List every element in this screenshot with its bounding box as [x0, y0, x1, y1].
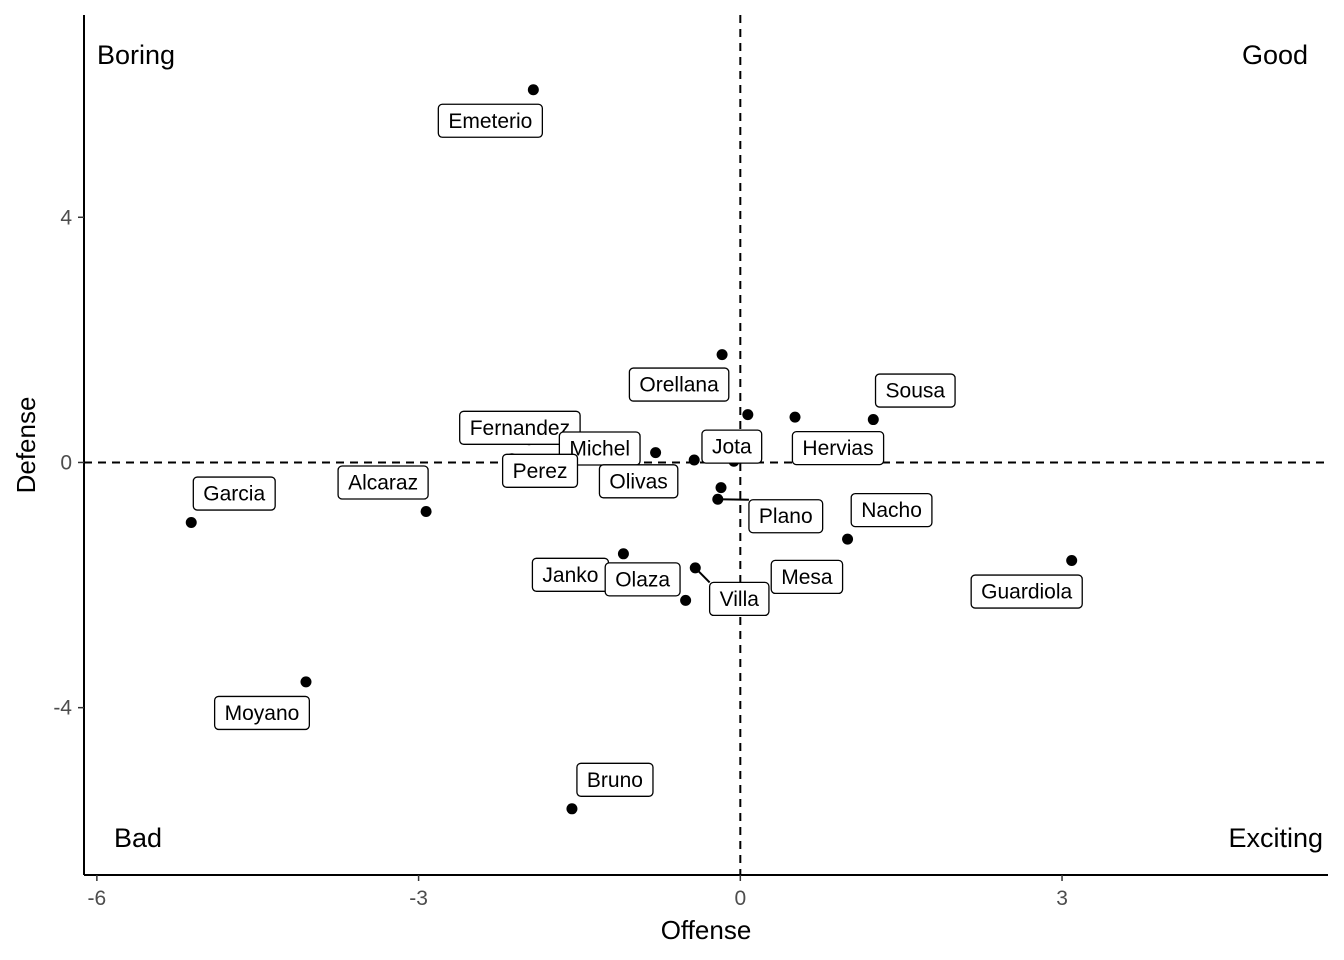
data-point-unlabeled: [688, 454, 700, 466]
point-label-box: [701, 429, 763, 464]
point-label-text: Michel: [569, 438, 630, 461]
data-point-alcaraz: [420, 506, 432, 518]
point-label-box: [459, 410, 581, 445]
point-label-text: Villa: [720, 588, 760, 611]
point-label-text: Plano: [759, 505, 813, 528]
data-point-janko: [617, 548, 629, 560]
point-label-moyano: Moyano: [213, 695, 310, 731]
point-label-olaza: Olaza: [604, 562, 681, 597]
point-label-garcia: Garcia: [192, 476, 276, 511]
corner-label-bottom-left: Bad: [114, 823, 162, 853]
point-label-text: Moyano: [225, 702, 300, 725]
x-tick-label: 0: [734, 887, 746, 910]
point-label-text: Perez: [513, 460, 568, 483]
point-label-box: [192, 476, 276, 511]
point-label-box: [708, 581, 770, 617]
x-tick-label: -3: [409, 887, 428, 910]
data-point-moyano: [300, 676, 312, 688]
data-point-orellana: [716, 349, 728, 361]
point-label-text: Sousa: [886, 380, 946, 403]
point-label-text: Guardiola: [981, 581, 1072, 604]
corner-labels: Boring Good Bad Exciting: [97, 40, 1323, 853]
point-label-bruno: Bruno: [576, 762, 654, 797]
data-point-olaza: [680, 594, 692, 606]
point-label-box: [748, 499, 824, 534]
data-point-unlabeled: [715, 482, 727, 494]
y-tick-label: 4: [60, 206, 72, 229]
point-label-text: Olivas: [609, 470, 667, 493]
point-label-plano: Plano: [748, 499, 824, 534]
point-label-box: [213, 695, 310, 731]
data-point-guardiola: [1066, 555, 1078, 567]
ticks: -6 -3 0 3 -4 0 4: [53, 206, 1068, 910]
y-tick-label: 0: [60, 451, 72, 474]
x-axis-title: Offense: [661, 915, 752, 945]
point-label-michel: Michel: [558, 431, 641, 466]
data-point-garcia: [185, 517, 197, 529]
point-label-olivas: Olivas: [598, 464, 679, 499]
point-label-box: [791, 430, 885, 466]
corner-label-bottom-right: Exciting: [1228, 823, 1323, 853]
point-label-box: [437, 103, 544, 138]
point-label-orellana: Orellana: [628, 367, 730, 402]
point-label-text: Mesa: [781, 566, 833, 589]
x-tick-label: 3: [1056, 887, 1068, 910]
point-label-text: Nacho: [861, 499, 922, 522]
data-point-bruno: [566, 803, 578, 815]
point-label-hervias: Hervias: [791, 430, 885, 466]
point-label-text: Bruno: [587, 769, 643, 792]
point-label-box: [604, 562, 681, 597]
point-label-alcaraz: Alcaraz: [337, 465, 429, 500]
point-label-text: Emeterio: [448, 110, 532, 133]
data-point-jota: [742, 409, 754, 421]
point-label-nacho: Nacho: [850, 492, 933, 528]
corner-label-top-left: Boring: [97, 40, 175, 70]
point-label-box: [628, 367, 730, 402]
point-label-box: [598, 464, 679, 499]
point-label-text: Janko: [542, 564, 598, 587]
point-label-emeterio: Emeterio: [437, 103, 544, 138]
point-label-janko: Janko: [531, 557, 610, 592]
point-label-text: Garcia: [203, 483, 265, 506]
y-axis-title: Defense: [11, 397, 41, 494]
point-label-perez: Perez: [501, 453, 579, 488]
point-label-text: Hervias: [802, 437, 873, 460]
point-label-sousa: Sousa: [874, 373, 956, 408]
data-point-villa: [689, 562, 701, 574]
data-point-sousa: [867, 414, 879, 426]
point-labels: Bruno Moyano Garcia Alcaraz Fernandez Janko Ol…: [192, 103, 1083, 797]
point-label-box: [970, 574, 1083, 609]
point-label-box: [576, 762, 654, 797]
point-label-text: Orellana: [639, 374, 719, 397]
data-point-plano: [712, 493, 724, 505]
point-label-jota: Jota: [701, 429, 763, 464]
data-point-unlabeled: [650, 447, 662, 459]
point-label-box: [850, 492, 933, 528]
point-label-box: [558, 431, 641, 466]
point-label-mesa: Mesa: [770, 559, 844, 595]
point-label-text: Alcaraz: [348, 472, 418, 495]
point-label-guardiola: Guardiola: [970, 574, 1083, 609]
data-point-emeterio: [527, 84, 539, 96]
data-point-hervias: [789, 411, 801, 423]
point-label-text: Jota: [712, 436, 752, 459]
x-tick-label: -6: [88, 887, 107, 910]
point-label-box: [770, 559, 844, 595]
point-label-box: [874, 373, 956, 408]
point-label-text: Olaza: [615, 568, 670, 591]
point-label-text: Fernandez: [470, 417, 570, 440]
point-label-box: [501, 453, 579, 488]
corner-label-top-right: Good: [1242, 40, 1308, 70]
point-label-villa: Villa: [708, 581, 770, 617]
data-point-nacho: [842, 533, 854, 545]
point-label-box: [337, 465, 429, 500]
axes: [83, 15, 1328, 876]
y-tick-label: -4: [53, 697, 72, 720]
point-label-fernandez: Fernandez: [459, 410, 581, 445]
